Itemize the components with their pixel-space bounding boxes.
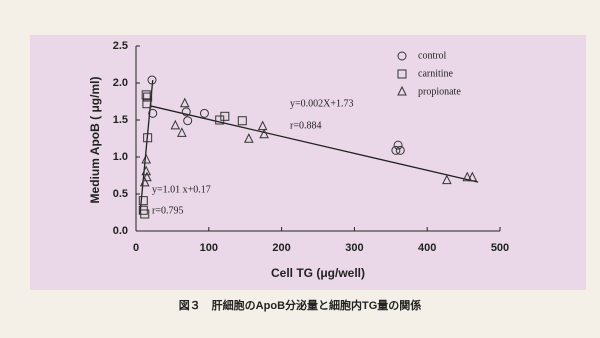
annotation: y=1.01 x+0.17	[152, 184, 211, 195]
annotation: y=0.002X+1.73	[290, 98, 354, 109]
point	[148, 108, 158, 118]
x-tick-label: 500	[491, 242, 509, 254]
fit-line	[150, 105, 479, 183]
point	[467, 171, 478, 182]
legend-label: control	[418, 50, 447, 61]
point	[442, 174, 452, 185]
point	[259, 128, 269, 139]
point	[143, 92, 153, 102]
legend-label: carnitine	[418, 68, 454, 79]
point	[170, 119, 181, 130]
point	[142, 99, 152, 109]
x-tick-label: 100	[200, 242, 218, 254]
point	[142, 171, 152, 182]
point	[141, 90, 151, 100]
x-tick-label: 300	[345, 242, 363, 254]
point	[177, 127, 187, 137]
point	[139, 176, 150, 187]
point	[147, 75, 157, 85]
point	[140, 209, 150, 219]
y-tick-label: 2.0	[113, 77, 128, 89]
y-axis-label: Medium ApoB ( μg/ml)	[88, 77, 102, 204]
point	[257, 120, 268, 131]
x-tick-label: 400	[418, 242, 436, 254]
y-tick-label: 0.5	[113, 188, 128, 200]
point	[138, 196, 148, 206]
plot-panel	[30, 35, 586, 290]
annotation: r=0.795	[152, 205, 183, 216]
legend-label: propionate	[418, 86, 461, 97]
y-tick-label: 2.5	[113, 40, 128, 52]
y-tick-label: 1.5	[113, 114, 128, 126]
point	[237, 116, 247, 126]
annotation: r=0.884	[290, 120, 321, 131]
legend-marker	[397, 51, 407, 61]
point	[199, 108, 209, 118]
point	[393, 140, 403, 150]
point	[220, 111, 230, 121]
point	[183, 116, 193, 126]
x-tick-label: 200	[272, 242, 290, 254]
legend-marker	[397, 69, 407, 79]
legend-marker	[397, 85, 407, 96]
point	[143, 133, 153, 143]
point	[141, 153, 152, 164]
x-tick-label: 0	[133, 242, 139, 254]
y-tick-label: 1.0	[113, 151, 128, 163]
point	[462, 171, 473, 182]
point	[391, 145, 401, 155]
point	[179, 97, 190, 108]
caption: 図３ 肝細胞のApoB分泌量と細胞内TG量の関係	[179, 298, 422, 312]
point	[181, 107, 191, 117]
point	[244, 133, 254, 143]
y-tick-label: 0.0	[113, 225, 128, 237]
x-axis-label: Cell TG (μg/well)	[271, 266, 365, 280]
point	[395, 145, 405, 155]
